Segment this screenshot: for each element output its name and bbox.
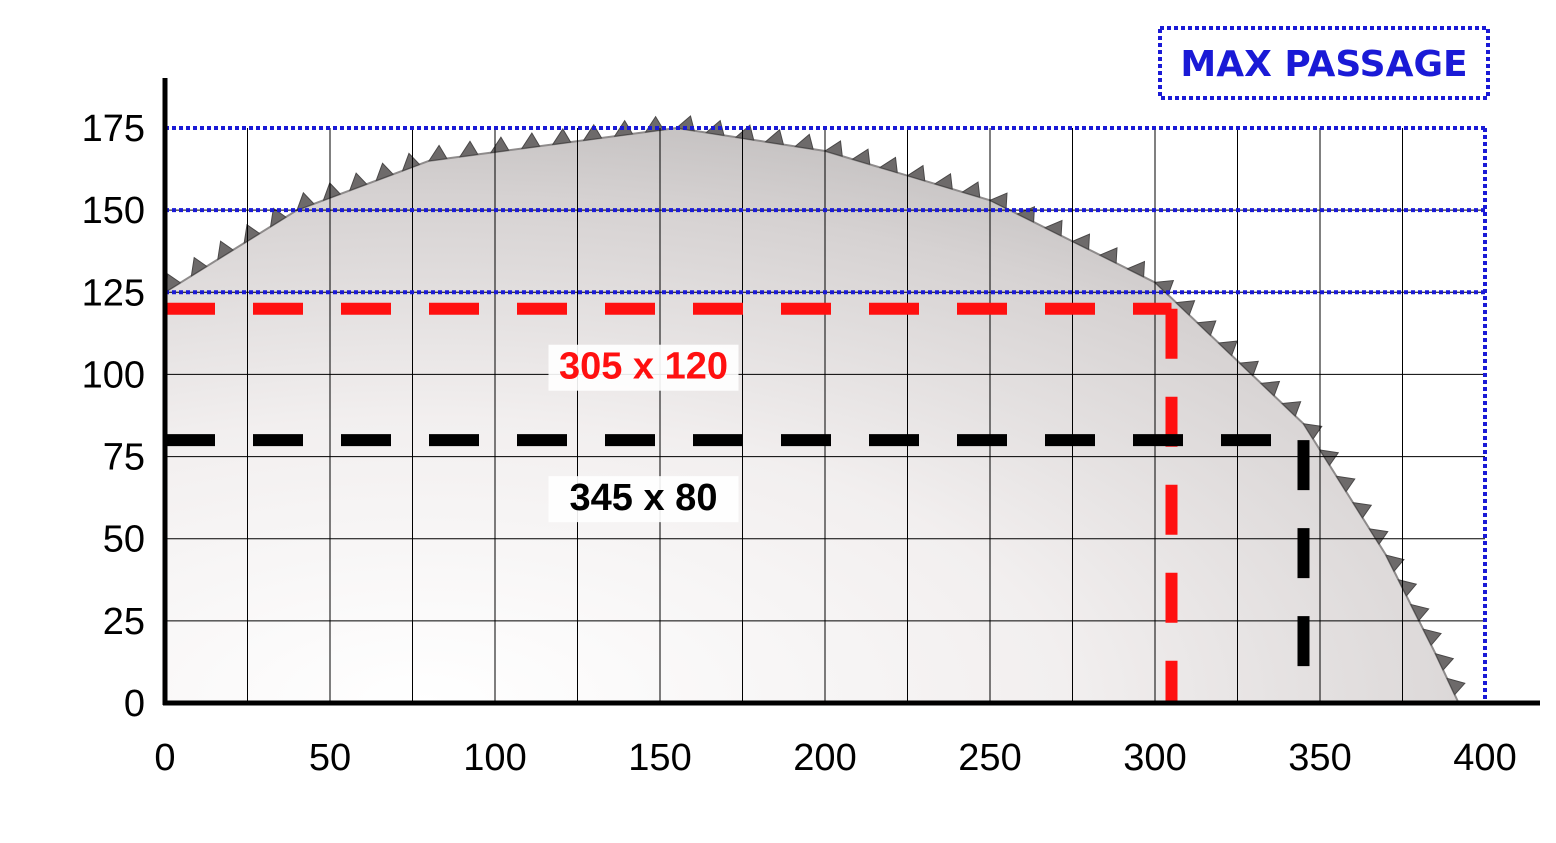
saw-tooth [1368,528,1389,546]
saw-tooth [296,191,315,211]
saw-tooth [1302,423,1323,440]
saw-tooth [458,140,479,158]
x-tick-label: 300 [1123,737,1186,779]
y-tick-label: 25 [103,601,145,643]
x-tick-label: 250 [958,737,1021,779]
x-tick-label: 350 [1288,737,1351,779]
saw-tooth [520,132,541,150]
saw-tooth [243,223,261,244]
saw-tooth [1318,449,1340,467]
y-tick-label: 175 [82,108,145,150]
max-passage-badge: MAX PASSAGE [1158,26,1490,100]
saw-tooth [1409,603,1430,622]
badge-label: MAX PASSAGE [1180,44,1467,85]
saw-tooth [401,152,421,172]
saw-tooth [217,240,234,261]
saw-tooth [427,144,448,162]
saw-tooth [1422,628,1442,647]
series-callouts: 305 x 120 345 x 80 [548,344,739,523]
saw-tooth [582,123,603,141]
saw-blade-body [164,126,1461,704]
saw-tooth [1071,233,1091,251]
saw-tooth [1043,219,1063,237]
saw-tooth [851,148,871,166]
y-tick-label: 75 [103,437,145,479]
saw-tooth [961,181,981,198]
saw-tooth [375,162,394,182]
saw-tooth [1434,652,1455,671]
saw-tooth [1238,360,1259,377]
saw-tooth [1175,300,1196,316]
saw-tooth [1126,260,1146,278]
x-tick-label: 50 [309,737,351,779]
saw-tooth [764,128,785,146]
saw-tooth [489,136,510,154]
saw-tooth [1217,340,1238,357]
saw-tooth [734,124,755,141]
saw-tooth [1098,247,1118,264]
x-tick-label: 150 [628,737,691,779]
saw-tooth [269,207,287,228]
saw-tooth [551,128,572,146]
badge-frame [1158,26,1490,100]
saw-tooth [190,256,208,277]
saw-tooth [988,192,1008,210]
y-tick-label: 100 [82,354,145,396]
y-tick-label: 50 [103,519,145,561]
y-tick-label: 0 [124,683,145,725]
saw-tooth [1385,554,1405,573]
x-tick-label: 0 [154,737,175,779]
x-tick-label: 200 [793,737,856,779]
saw-tooth [1259,380,1281,397]
max-passage-lines [165,126,1487,703]
saw-tooth [1196,320,1217,337]
saw-blade-icon [164,115,1466,704]
y-tick-label: 150 [82,190,145,232]
saw-tooth [322,182,342,202]
saw-tooth [933,173,953,190]
series-2-callout-bg [548,476,739,523]
series-1-callout: 305 x 120 [559,346,728,388]
saw-tooth [348,172,368,192]
cut-series [165,302,1310,703]
y-tick-labels: 0 25 50 75 100 125 150 175 [82,108,145,725]
saw-tooth [794,133,814,150]
series-1-callout-bg [548,344,739,391]
saw-tooth [1446,677,1466,696]
x-tick-labels: 0 50 100 150 200 250 300 350 400 [154,737,1516,779]
x-tick-label: 400 [1453,737,1516,779]
saw-tooth [878,156,898,174]
x-tick-label: 100 [463,737,526,779]
saw-tooth [1351,501,1373,519]
y-tick-label: 125 [82,272,145,314]
saw-tooth [823,140,843,157]
saw-tooth [1335,475,1356,493]
axes [162,78,1540,706]
saw-tooth [1281,401,1302,417]
series-2-callout: 345 x 80 [570,477,718,519]
saw-tooth [906,164,926,182]
